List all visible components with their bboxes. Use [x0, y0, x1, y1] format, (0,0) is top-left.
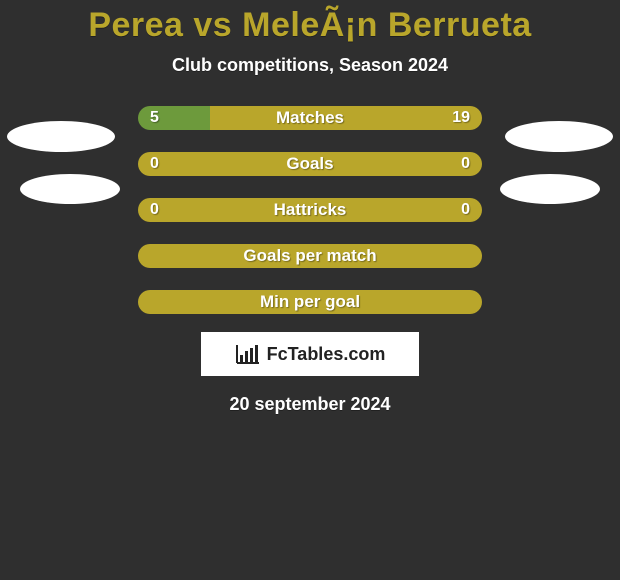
page-title: Perea vs MeleÃ¡n Berrueta — [0, 0, 620, 45]
stat-row: 00Goals — [138, 152, 482, 176]
date-text: 20 september 2024 — [0, 394, 620, 415]
stat-row: Min per goal — [138, 290, 482, 314]
logo-text: FcTables.com — [267, 344, 386, 365]
stat-row: 00Hattricks — [138, 198, 482, 222]
avatar-placeholder — [505, 121, 613, 152]
avatar-placeholder — [500, 174, 600, 204]
bar-chart-icon — [235, 343, 261, 365]
stat-label: Min per goal — [138, 292, 482, 312]
subtitle: Club competitions, Season 2024 — [0, 55, 620, 76]
stat-row: Goals per match — [138, 244, 482, 268]
avatar-placeholder — [20, 174, 120, 204]
stat-label: Goals — [138, 154, 482, 174]
stat-label: Hattricks — [138, 200, 482, 220]
stat-label: Goals per match — [138, 246, 482, 266]
avatar-placeholder — [7, 121, 115, 152]
comparison-bars: 519Matches 00Goals 00Hattricks Goals per ma… — [138, 106, 482, 314]
stat-row: 519Matches — [138, 106, 482, 130]
logo-box: FcTables.com — [201, 332, 419, 376]
stat-label: Matches — [138, 108, 482, 128]
